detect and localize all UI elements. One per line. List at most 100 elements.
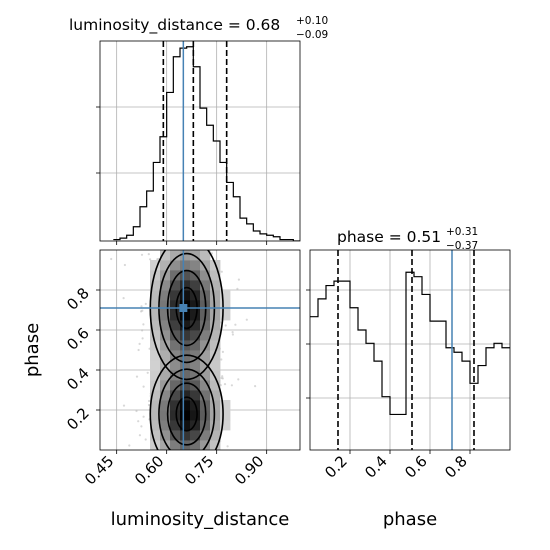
phase-histogram-marks	[310, 250, 510, 450]
density-cell	[170, 290, 181, 301]
density-cell	[160, 410, 171, 421]
density-xtick-label-1: 0.60	[131, 452, 167, 488]
density-panel-frame	[99, 249, 301, 451]
density-sample-point	[147, 253, 150, 256]
density-cell	[160, 290, 171, 301]
phase-panel-frame	[309, 249, 511, 451]
density-cell	[160, 370, 171, 381]
density-cell	[220, 400, 231, 411]
density-cell	[160, 280, 171, 291]
density-cell	[200, 360, 211, 371]
density-sample-point	[137, 348, 140, 352]
density-sample-point	[220, 270, 223, 273]
density-sample-point	[135, 375, 139, 378]
density-cell	[180, 330, 191, 341]
density-cell	[190, 410, 201, 421]
density-cell	[210, 370, 221, 381]
density-cell	[150, 350, 161, 361]
phase-histogram-gridlines	[310, 250, 510, 450]
density-cell	[190, 370, 201, 381]
density-cell	[150, 270, 161, 281]
density-cell	[170, 260, 181, 271]
density-cell	[220, 300, 231, 311]
density-cell	[210, 440, 221, 450]
density-sample-point	[226, 445, 229, 448]
density-cell	[200, 380, 211, 391]
density-xtick-label-0: 0.45	[81, 452, 117, 488]
density-sample-point	[223, 383, 227, 386]
density-ytick-label-2: 0.6	[63, 324, 93, 354]
ld-title-text: luminosity_distance = 0.68	[69, 16, 280, 35]
density-sample-point	[231, 333, 234, 336]
density-sample-point	[142, 323, 145, 326]
density-sample-point	[220, 376, 223, 380]
density-cell	[170, 360, 181, 371]
density-cell	[170, 340, 181, 351]
density-sample-point	[149, 258, 152, 261]
density-sample-point	[128, 444, 131, 447]
density-cell	[200, 370, 211, 381]
density-sample-point	[138, 434, 141, 437]
density-cell	[200, 390, 211, 401]
density-cell	[170, 350, 181, 361]
phase-title-minus: −0.37	[446, 240, 478, 252]
luminosity-distance-histogram-panel: luminosity_distance = 0.68 +0.10 −0.09	[69, 15, 328, 245]
density-cell	[220, 310, 231, 321]
density-sample-point	[123, 263, 126, 267]
density-sample-point	[122, 404, 126, 407]
density-cell	[190, 360, 201, 371]
density-cell	[150, 410, 161, 421]
density-sample-point	[144, 302, 147, 305]
density-cell	[190, 300, 201, 311]
density-cell	[170, 270, 181, 281]
phase-xtick-label-0: 0.2	[321, 452, 351, 482]
density-cell	[170, 280, 181, 291]
density-sample-point	[140, 310, 143, 313]
density-cell	[160, 310, 171, 321]
density-sample-point	[110, 257, 113, 261]
density-cell	[170, 430, 181, 441]
density-cell	[200, 270, 211, 281]
density-cell	[210, 360, 221, 371]
density-cell	[180, 260, 191, 271]
density-cell	[160, 430, 171, 441]
density-cell	[180, 270, 191, 281]
density-sample-point	[142, 385, 145, 388]
ld-histogram-step	[113, 46, 300, 241]
density-cell	[190, 390, 201, 401]
density-cell	[170, 250, 181, 261]
density-sample-point	[224, 324, 227, 327]
phase-xtick-label-1: 0.4	[361, 452, 391, 482]
density-cell	[210, 290, 221, 301]
density-cell	[210, 300, 221, 311]
density-cell	[180, 320, 191, 331]
density-sample-point	[140, 305, 143, 308]
density-sample-point	[141, 337, 144, 340]
density-ytick-label-3: 0.8	[63, 284, 93, 314]
density-cell	[150, 290, 161, 301]
density-sample-point	[135, 409, 138, 413]
phase-vs-luminosity-density-panel: 0.45 0.60 0.75 0.90 0.2 0.4 0.6 0.8 luminosity_…	[22, 249, 301, 530]
density-cell	[180, 370, 191, 381]
ld-histogram-title: luminosity_distance = 0.68 +0.10 −0.09	[69, 15, 328, 41]
density-cell	[200, 350, 211, 361]
density-sample-point	[234, 323, 237, 326]
density-cell	[150, 280, 161, 291]
density-cell	[210, 400, 221, 411]
phase-histogram-step	[310, 271, 510, 416]
density-sample-point	[140, 425, 143, 428]
density-cell	[200, 260, 211, 271]
density-cell	[150, 360, 161, 371]
density-sample-point	[144, 438, 147, 441]
density-contour-0-1	[166, 382, 207, 446]
density-cell	[150, 300, 161, 311]
density-cell	[180, 290, 191, 301]
density-sample-point	[254, 385, 257, 388]
density-cell	[190, 380, 201, 391]
density-sample-point	[148, 399, 151, 403]
density-cell	[210, 390, 221, 401]
density-cell	[190, 280, 201, 291]
phase-xlabel: phase	[383, 509, 437, 530]
density-sample-point	[122, 297, 125, 300]
